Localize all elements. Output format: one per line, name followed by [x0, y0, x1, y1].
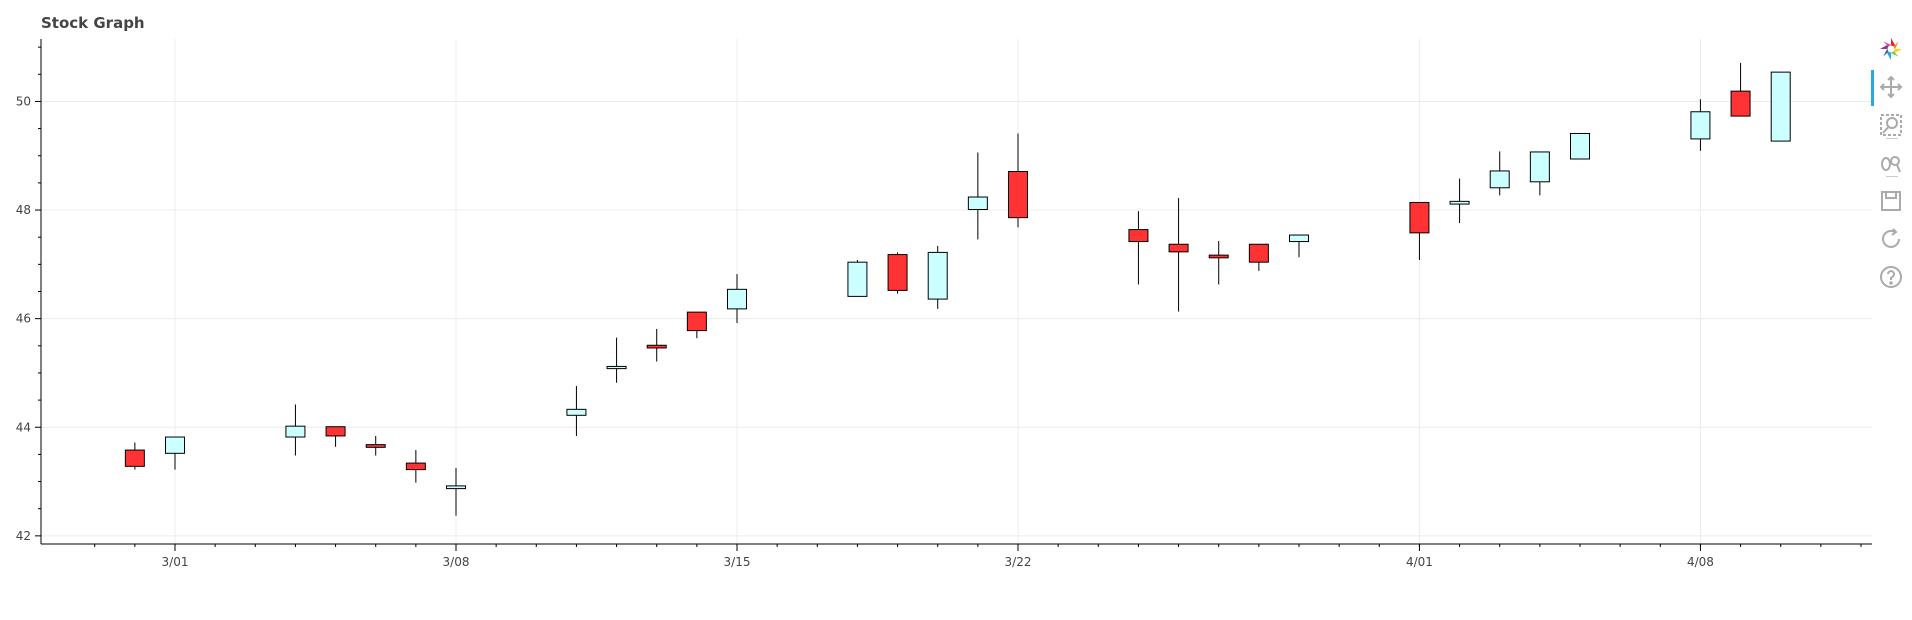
- toolbar-separator: [1886, 138, 1898, 139]
- y-tick-label: 50: [16, 94, 31, 108]
- candle-body-increasing: [566, 408, 587, 416]
- candle: [887, 252, 908, 294]
- candle: [1128, 211, 1149, 285]
- candle: [1168, 198, 1189, 312]
- toolbar-separator: [1886, 176, 1898, 177]
- candle: [1690, 99, 1711, 151]
- candle-body-increasing: [927, 251, 948, 300]
- chart-title: Stock Graph: [41, 14, 145, 32]
- candle-body-decreasing: [124, 449, 145, 467]
- candle-body-increasing: [285, 425, 306, 438]
- candle: [1409, 201, 1430, 261]
- reset-tool[interactable]: [1872, 224, 1908, 254]
- candle-body-decreasing: [887, 254, 908, 291]
- candle: [1208, 241, 1229, 285]
- x-tick-label: 3/15: [724, 555, 751, 569]
- candle: [927, 245, 948, 309]
- y-tick-label: 44: [16, 420, 31, 434]
- candle: [325, 426, 346, 447]
- candle: [646, 328, 667, 362]
- candle-body-increasing: [1690, 111, 1711, 140]
- candle: [566, 385, 587, 436]
- x-tick-label: 3/22: [1005, 555, 1032, 569]
- candle: [124, 442, 145, 470]
- x-tick-label: 4/08: [1687, 555, 1714, 569]
- candle: [1730, 62, 1751, 117]
- candle-body-increasing: [446, 485, 466, 490]
- candle-body-decreasing: [1730, 90, 1751, 117]
- candle-body-increasing: [727, 288, 747, 310]
- candle-body-decreasing: [325, 426, 346, 437]
- candle-body-decreasing: [1168, 243, 1189, 253]
- candle: [1489, 151, 1510, 196]
- candle-body-increasing: [1489, 170, 1510, 189]
- box-zoom-tool[interactable]: [1872, 110, 1908, 140]
- candle: [727, 274, 747, 323]
- candle-body-increasing: [1449, 200, 1470, 205]
- candle-body-decreasing: [405, 462, 426, 471]
- y-tick-label: 48: [16, 203, 31, 217]
- y-tick-label: 46: [16, 312, 31, 326]
- axes: 42 44 46 48 50 3/01 3/08 3/15 3/22 4/01 4/08: [16, 39, 1872, 569]
- candle-body-decreasing: [365, 444, 386, 448]
- candle: [165, 436, 185, 470]
- candle-body-decreasing: [1248, 243, 1269, 263]
- candle: [1008, 133, 1028, 228]
- x-tick-label: 4/01: [1406, 555, 1433, 569]
- candle-body-decreasing: [1008, 170, 1028, 219]
- grid-lines: [41, 39, 1872, 544]
- candle-body-increasing: [165, 436, 185, 454]
- candle: [967, 152, 988, 240]
- candle: [405, 450, 426, 483]
- candle: [1449, 178, 1470, 224]
- candle-body-increasing: [1289, 234, 1309, 243]
- candles: [124, 62, 1791, 516]
- candle-body-decreasing: [686, 311, 707, 332]
- candle: [606, 337, 627, 383]
- candle-body-increasing: [606, 365, 627, 370]
- toolbar: [1872, 34, 1908, 304]
- candle-body-decreasing: [1208, 254, 1229, 259]
- candle: [285, 404, 306, 456]
- save-tool[interactable]: [1872, 186, 1908, 216]
- wheel-zoom-tool[interactable]: [1872, 148, 1908, 178]
- candle: [365, 435, 386, 456]
- candle-body-increasing: [847, 261, 868, 297]
- pan-tool[interactable]: [1872, 72, 1908, 102]
- candle-body-decreasing: [646, 344, 667, 349]
- candle-body-increasing: [1570, 132, 1590, 160]
- candle: [1570, 132, 1590, 160]
- x-tick-label: 3/08: [443, 555, 470, 569]
- candle: [847, 260, 868, 297]
- candle: [446, 467, 466, 516]
- candle-body-increasing: [967, 196, 988, 211]
- candle: [686, 311, 707, 339]
- candle-body-increasing: [1529, 151, 1550, 183]
- candle: [1529, 151, 1550, 196]
- candle-body-decreasing: [1128, 229, 1149, 243]
- y-tick-label: 42: [16, 529, 31, 543]
- active-tool-indicator: [1871, 70, 1874, 106]
- x-tick-label: 3/01: [162, 555, 189, 569]
- candle: [1770, 71, 1791, 142]
- bokeh-logo-tool[interactable]: [1872, 34, 1908, 64]
- candle-body-increasing: [1770, 71, 1791, 142]
- candle: [1289, 234, 1309, 258]
- candle-body-decreasing: [1409, 201, 1430, 234]
- help-tool[interactable]: [1872, 262, 1908, 292]
- candle: [1248, 243, 1269, 271]
